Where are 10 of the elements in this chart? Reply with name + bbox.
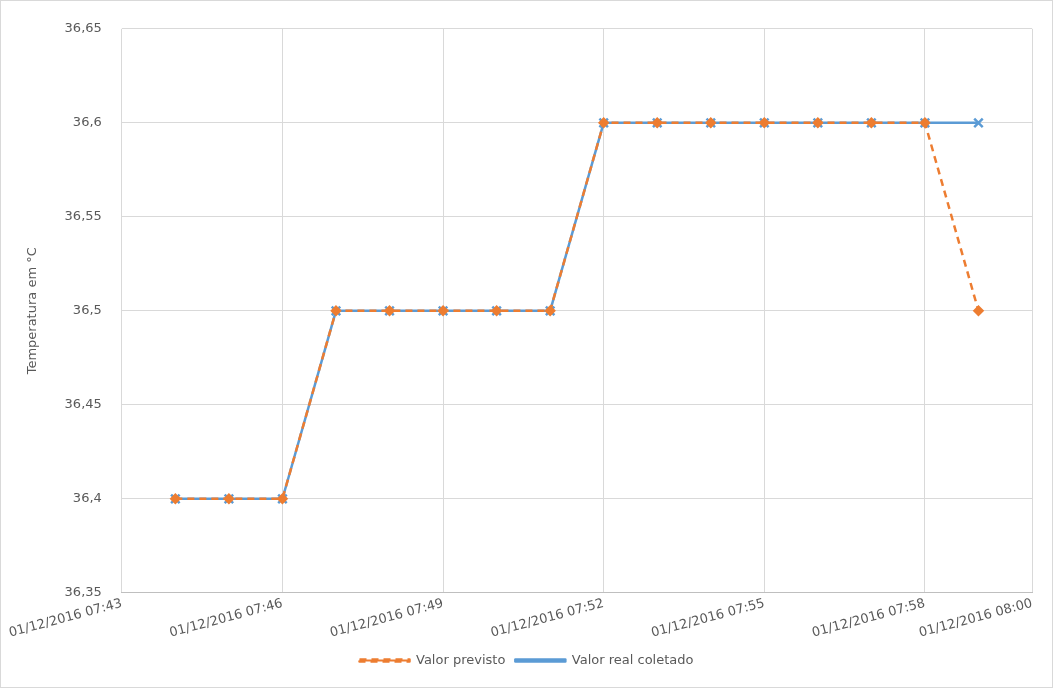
legend-label: Valor previsto — [416, 651, 506, 667]
y-axis-title: Temperatura em °C — [24, 247, 40, 376]
y-tick-label: 36,5 — [72, 302, 102, 318]
y-tick-label: 36,45 — [64, 396, 102, 412]
y-tick-label: 36,4 — [72, 490, 102, 506]
y-tick-label: 36,65 — [64, 20, 102, 36]
y-tick-label: 36,55 — [64, 208, 102, 224]
y-tick-label: 36,35 — [64, 584, 102, 600]
legend-label: Valor real coletado — [571, 651, 694, 667]
y-tick-label: 36,6 — [72, 114, 102, 130]
